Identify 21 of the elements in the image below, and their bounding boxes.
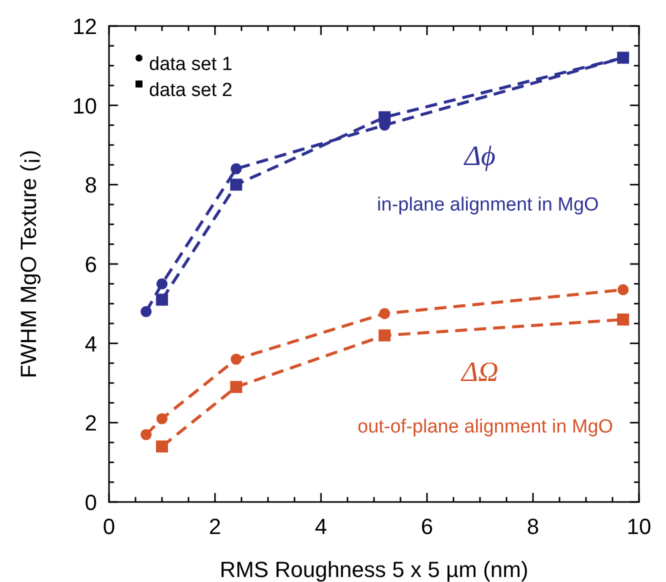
y-axis-title: FWHM MgO Texture (¡)	[16, 150, 41, 378]
y-tick-label: 2	[84, 410, 97, 436]
x-tick-label: 0	[102, 514, 116, 539]
x-tick-label: 2	[208, 514, 222, 539]
y-tick-label: 6	[84, 252, 97, 277]
x-tick-label: 6	[420, 514, 434, 539]
annotation: data set 2	[149, 80, 232, 101]
annotation: ΔΩ	[460, 357, 498, 388]
y-tick-label: 12	[72, 14, 97, 39]
y-tick-label: 10	[72, 93, 97, 118]
annotation: data set 1	[149, 54, 232, 75]
annotation: out-of-plane alignment in MgO	[358, 416, 614, 438]
annotation: in-plane alignment in MgO	[377, 194, 599, 216]
y-tick-label: 8	[84, 172, 97, 198]
y-tick-label: 0	[84, 490, 97, 515]
x-tick-label: 10	[626, 514, 652, 539]
x-axis-title: RMS Roughness 5 x 5 µm (nm)	[220, 557, 528, 582]
x-tick-label: 8	[526, 514, 540, 539]
x-tick-label: 4	[314, 514, 328, 539]
y-tick-label: 4	[84, 331, 97, 356]
annotation: Δϕ	[464, 140, 496, 172]
